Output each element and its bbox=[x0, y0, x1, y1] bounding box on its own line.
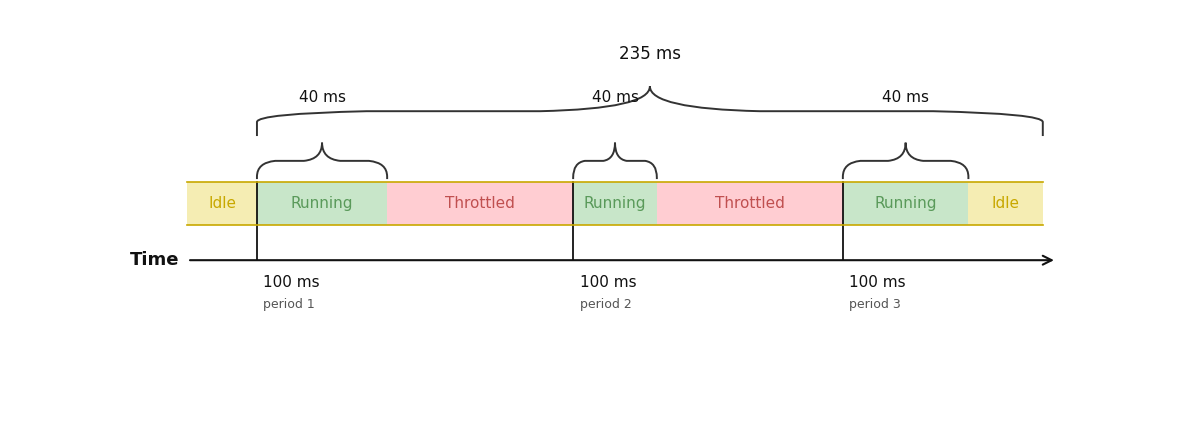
Text: 235 ms: 235 ms bbox=[619, 45, 680, 63]
Text: Throttled: Throttled bbox=[445, 197, 515, 212]
Bar bbox=[257, 182, 388, 225]
Text: 40 ms: 40 ms bbox=[882, 89, 929, 104]
Text: Idle: Idle bbox=[208, 197, 236, 212]
Text: Idle: Idle bbox=[991, 197, 1020, 212]
Text: Running: Running bbox=[290, 197, 353, 212]
Bar bbox=[968, 182, 1043, 225]
Bar bbox=[842, 182, 968, 225]
Bar bbox=[187, 182, 257, 225]
Text: Running: Running bbox=[583, 197, 647, 212]
Bar bbox=[656, 182, 842, 225]
Text: period 1: period 1 bbox=[264, 298, 316, 311]
Text: Throttled: Throttled bbox=[715, 197, 785, 212]
Text: 40 ms: 40 ms bbox=[299, 89, 346, 104]
Text: Time: Time bbox=[131, 251, 180, 269]
Text: Running: Running bbox=[875, 197, 937, 212]
Text: 100 ms: 100 ms bbox=[850, 275, 906, 290]
Text: 100 ms: 100 ms bbox=[580, 275, 636, 290]
Bar bbox=[388, 182, 574, 225]
Text: 100 ms: 100 ms bbox=[264, 275, 320, 290]
Text: 40 ms: 40 ms bbox=[592, 89, 638, 104]
Text: period 2: period 2 bbox=[580, 298, 631, 311]
Bar bbox=[574, 182, 656, 225]
Text: period 3: period 3 bbox=[850, 298, 901, 311]
